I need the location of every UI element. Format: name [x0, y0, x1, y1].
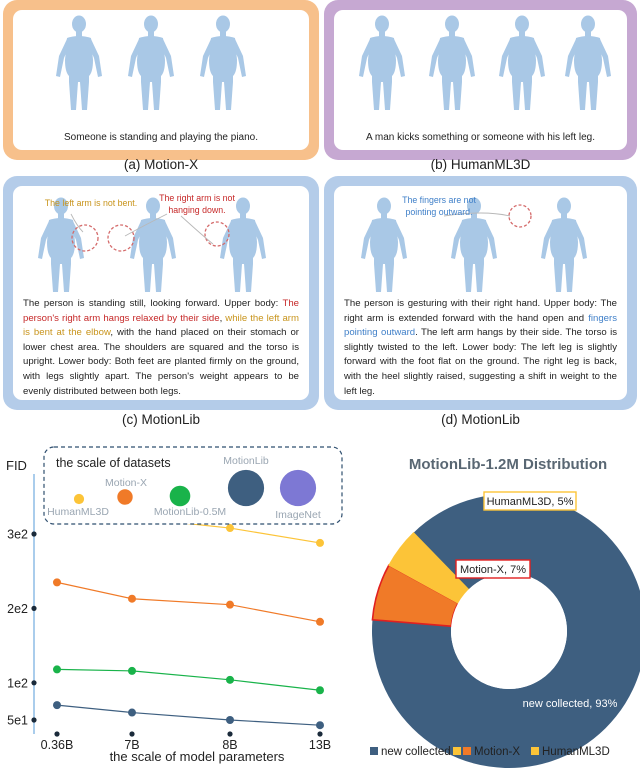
pie-label-1: Motion-X, 7%: [460, 564, 526, 576]
caption-a: (a) Motion-X: [123, 157, 199, 172]
human-figures-b: [359, 15, 611, 110]
distribution-donut-chart: MotionLib-1.2M Distribution new collecte…: [370, 456, 640, 768]
fid-line-chart: FID 5e1 1e2 2e2 3e2 0.36B 7B 8B 13B the scale …: [6, 446, 343, 764]
caption-b: (b) HumanML3D: [430, 157, 531, 172]
human-figures-d: [361, 197, 587, 292]
annotation-left-arm: The left arm is not bent.: [44, 198, 138, 208]
dataset-scale-legend-box: [43, 446, 343, 525]
annotation-right-arm: The right arm is not hanging down.: [159, 193, 235, 215]
series-1-point-1: [128, 594, 136, 603]
pie-title: MotionLib-1.2M Distribution: [409, 456, 607, 473]
pie-legend-label-0: new collected: [381, 746, 451, 758]
y-tick-label-3: 3e2: [7, 528, 28, 542]
panel-motionlib-d: The fingers are not pointing outward. Th…: [324, 176, 637, 410]
x-tick-dot-2: [227, 731, 233, 737]
series-0-point-3: [316, 538, 324, 547]
panel-a-text: Someone is standing and playing the pian…: [63, 132, 259, 143]
legend-label-1: Motion-X: [105, 477, 147, 489]
series-2-point-2: [226, 675, 234, 684]
series-1-point-3: [316, 617, 324, 626]
y-tick-dot-2: [31, 605, 37, 611]
panel-d-text-blue: fingers pointing outward: [344, 312, 617, 339]
series-3-point-1: [128, 708, 136, 717]
series-0-point-2: [226, 524, 234, 533]
series-line-1: [56, 581, 321, 623]
series-2-point-0: [53, 665, 61, 674]
y-tick-dot-1: [31, 680, 37, 686]
x-axis-label: the scale of model parameters: [110, 749, 285, 764]
x-tick-label-1: 7B: [124, 738, 139, 752]
panel-humanml3d: A man kicks something or someone with hi…: [324, 0, 637, 160]
caption-c: (c) MotionLib: [121, 412, 201, 427]
panel-c-text-red: The person's right arm hangs relaxed by …: [23, 298, 299, 324]
pie-label-2: HumanML3D, 5%: [487, 496, 574, 508]
x-tick-dot-3: [317, 731, 323, 737]
series-1-point-0: [53, 578, 61, 587]
panel-c-text-2: ,: [219, 312, 226, 324]
panel-c-text-3: , with the hand placed on their stomach …: [23, 327, 300, 397]
pie-legend-swatch-1: [463, 747, 471, 755]
legend-bubble-2: [169, 485, 191, 507]
panel-c-description: The person is standing still, looking fo…: [23, 297, 299, 399]
y-tick-dot-0: [31, 717, 37, 723]
panel-d-inner: The fingers are not pointing outward. Th…: [334, 186, 627, 400]
series-2-point-3: [316, 686, 324, 695]
panel-c-inner: The left arm is not bent. The right arm …: [13, 186, 309, 400]
pie-slice-0: [372, 494, 640, 768]
panel-d-text-2: . The left arm hangs by their side. The …: [344, 327, 618, 397]
legend-title: the scale of datasets: [56, 456, 171, 470]
human-figures-c: [38, 197, 266, 292]
y-tick-label-1: 1e2: [7, 676, 28, 690]
panel-motion-x-inner: Someone is standing and playing the pian…: [13, 10, 309, 150]
panel-c-text-1: The person is standing still, looking fo…: [23, 298, 283, 309]
x-tick-dot-0: [54, 731, 60, 737]
x-tick-label-3: 13B: [309, 738, 331, 752]
legend-bubble-0: [73, 493, 85, 505]
legend-bubble-1: [117, 489, 133, 505]
series-2-point-1: [128, 666, 136, 675]
panel-b-text: A man kicks something or someone with hi…: [366, 132, 595, 143]
y-tick-label-0: 5e1: [7, 714, 28, 728]
panel-motion-x: Someone is standing and playing the pian…: [3, 0, 319, 160]
series-line-3: [56, 704, 321, 726]
x-tick-label-0: 0.36B: [41, 738, 74, 752]
y-axis-label: FID: [6, 458, 27, 473]
panel-c-text-gold: while the left arm is bent at the elbow: [23, 312, 299, 339]
x-tick-label-2: 8B: [222, 738, 237, 752]
pie-label-0: new collected, 93%: [523, 698, 618, 710]
legend-label-4: ImageNet: [275, 509, 321, 521]
y-tick-dot-3: [31, 531, 37, 537]
pie-legend-swatch-2: [531, 747, 539, 755]
caption-d: (d) MotionLib: [441, 412, 520, 427]
series-line-2: [56, 668, 321, 691]
series-3-point-0: [53, 701, 61, 710]
pie-label-box-2: [483, 491, 577, 511]
pie-label-box-1: [455, 559, 531, 579]
pie-legend-swatch-extra: [453, 747, 461, 755]
panel-motionlib-c: The left arm is not bent. The right arm …: [3, 176, 319, 410]
human-figures-a: [56, 15, 246, 110]
legend-label-2: MotionLib-0.5M: [154, 506, 226, 518]
series-3-point-2: [226, 716, 234, 724]
panel-d-text-1: The person is gesturing with their right…: [344, 298, 617, 324]
donut-hole: [451, 573, 567, 689]
x-tick-dot-1: [129, 731, 135, 737]
series-3-point-3: [316, 721, 324, 730]
pie-legend-label-1: Motion-X: [474, 746, 520, 758]
legend-bubble-3: [227, 469, 265, 507]
series-1-point-2: [226, 600, 234, 609]
y-tick-label-2: 2e2: [7, 602, 28, 616]
pie-legend-swatch-0: [370, 747, 378, 755]
legend-label-3: MotionLib: [223, 455, 269, 467]
legend-bubble-4: [279, 469, 317, 507]
legend-label-0: HumanML3D: [47, 506, 109, 518]
pie-legend-label-2: HumanML3D: [542, 746, 610, 758]
panel-humanml3d-inner: A man kicks something or someone with hi…: [334, 10, 627, 150]
annotation-fingers: The fingers are not pointing outward.: [402, 195, 476, 217]
panel-d-description: The person is gesturing with their right…: [344, 297, 617, 399]
